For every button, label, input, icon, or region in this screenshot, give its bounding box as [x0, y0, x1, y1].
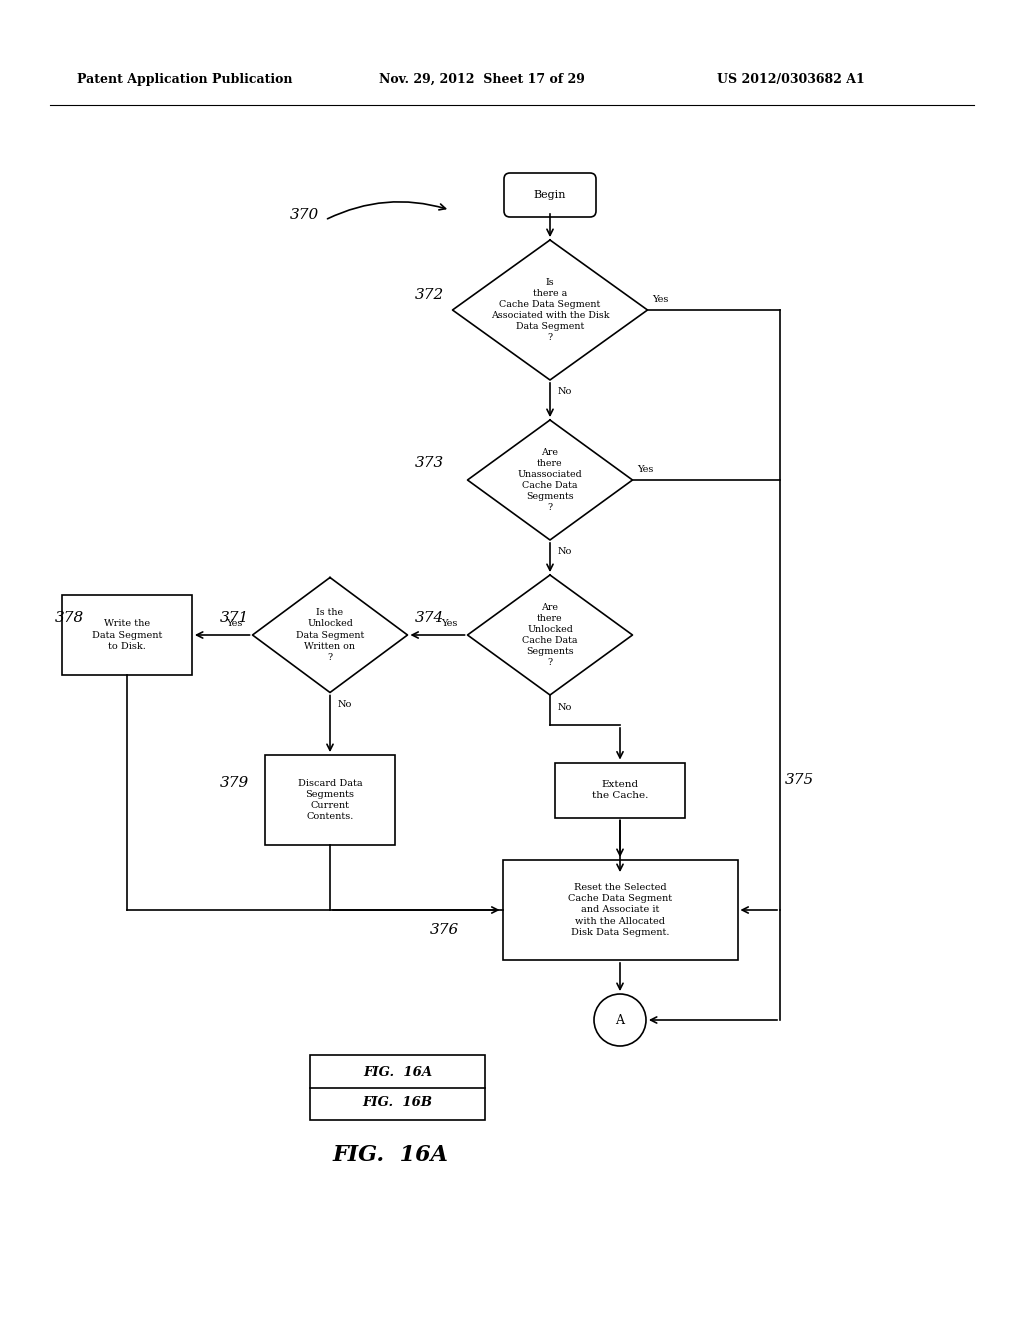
Text: Is the
Unlocked
Data Segment
Written on
?: Is the Unlocked Data Segment Written on …	[296, 609, 365, 661]
Text: Reset the Selected
Cache Data Segment
and Associate it
with the Allocated
Disk D: Reset the Selected Cache Data Segment an…	[568, 883, 672, 937]
Bar	[62, 595, 193, 675]
Text: Are
there
Unassociated
Cache Data
Segments
?: Are there Unassociated Cache Data Segmen…	[517, 447, 583, 512]
Text: No: No	[558, 702, 572, 711]
Text: Yes: Yes	[638, 466, 654, 474]
Text: No: No	[338, 700, 352, 709]
Text: Extend
the Cache.: Extend the Cache.	[592, 780, 648, 800]
Text: 376: 376	[430, 923, 459, 937]
Bar	[503, 861, 737, 960]
Text: 378: 378	[55, 611, 84, 624]
Text: No: No	[558, 388, 572, 396]
Text: US 2012/0303682 A1: US 2012/0303682 A1	[717, 73, 864, 86]
Text: 371: 371	[220, 611, 249, 624]
Text: FIG.  16A: FIG. 16A	[332, 1144, 447, 1166]
Text: 373: 373	[415, 455, 444, 470]
Bar	[555, 763, 685, 817]
Text: Yes: Yes	[226, 619, 243, 627]
Text: Yes: Yes	[652, 296, 669, 305]
Text: Discard Data
Segments
Current
Contents.: Discard Data Segments Current Contents.	[298, 779, 362, 821]
Text: No: No	[558, 548, 572, 557]
Text: Is
there a
Cache Data Segment
Associated with the Disk
Data Segment
?: Is there a Cache Data Segment Associated…	[490, 277, 609, 342]
Text: Yes: Yes	[441, 619, 458, 627]
Text: Begin: Begin	[534, 190, 566, 201]
Text: A: A	[615, 1014, 625, 1027]
Text: Are
there
Unlocked
Cache Data
Segments
?: Are there Unlocked Cache Data Segments ?	[522, 603, 578, 667]
Text: FIG.  16B: FIG. 16B	[362, 1096, 432, 1109]
Text: Write the
Data Segment
to Disk.: Write the Data Segment to Disk.	[92, 619, 162, 651]
Text: Patent Application Publication: Patent Application Publication	[77, 73, 292, 86]
Text: Nov. 29, 2012  Sheet 17 of 29: Nov. 29, 2012 Sheet 17 of 29	[379, 73, 585, 86]
Bar	[265, 755, 395, 845]
Bar	[310, 1055, 485, 1119]
Text: 374: 374	[415, 611, 444, 624]
Text: 379: 379	[220, 776, 249, 789]
Text: FIG.  16A: FIG. 16A	[362, 1067, 432, 1078]
Text: 370: 370	[290, 209, 319, 222]
Text: 375: 375	[785, 774, 814, 787]
Text: 372: 372	[415, 288, 444, 302]
